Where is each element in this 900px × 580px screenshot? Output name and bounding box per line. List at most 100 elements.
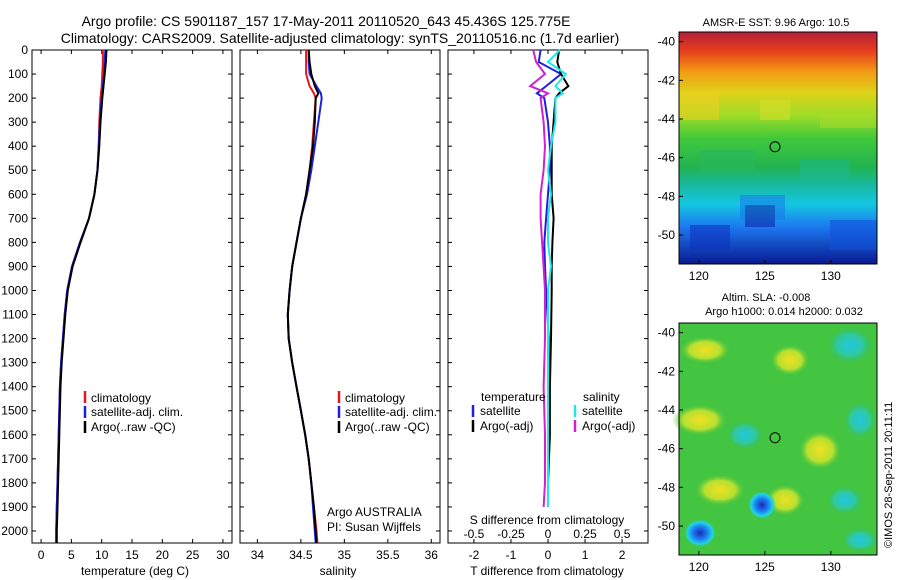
series-line-satellite-adj-clim- [286, 50, 323, 544]
x-tick-label: -2 [469, 548, 480, 562]
x-tick-label: 1 [582, 548, 589, 562]
sst-map-title: AMSR-E SST: 9.96 Argo: 10.5 [703, 17, 850, 29]
depth-tick-label: 1900 [1, 500, 28, 514]
lon-tick-label: 130 [821, 269, 841, 283]
x-tick-label: 36 [425, 548, 439, 562]
lon-tick-label: 125 [755, 269, 775, 283]
x-tick-label: 5 [68, 548, 75, 562]
lat-tick-label: -50 [658, 228, 676, 242]
s-diff-tick-label: 0.5 [614, 527, 631, 541]
sla-map-title-line1: Altim. SLA: -0.008 [722, 292, 811, 304]
lat-tick-label: -40 [658, 35, 676, 49]
series-line-climatology [286, 50, 319, 544]
lat-tick-label: -44 [658, 112, 676, 126]
x-tick-label: 10 [95, 548, 109, 562]
depth-tick-label: 1600 [1, 428, 28, 442]
salinity-xlabel: salinity [320, 564, 357, 578]
lon-tick-label: 125 [755, 560, 775, 574]
x-tick-label: -1 [506, 548, 517, 562]
difference-top-xlabel: S difference from climatology [470, 513, 625, 527]
series-line-salinity-argo-adj- [528, 49, 551, 507]
difference-xlabel: T difference from climatology [470, 564, 624, 578]
legend-label-satellite: satellite-adj. clim. [91, 405, 183, 419]
sst-argo-marker [769, 141, 781, 153]
depth-tick-label: 400 [8, 139, 28, 153]
depth-tick-label: 1200 [1, 332, 28, 346]
lon-tick-label: 120 [689, 269, 709, 283]
lat-tick-label: -48 [658, 189, 676, 203]
figure-title-line2: Climatology: CARS2009. Satellite-adjuste… [61, 30, 619, 46]
depth-tick-label: 300 [8, 115, 28, 129]
depth-tick-label: 1700 [1, 452, 28, 466]
depth-tick-label: 200 [8, 91, 28, 105]
depth-tick-label: 1500 [1, 404, 28, 418]
difference-legend: temperature satellite Argo(-adj) salinit… [471, 390, 635, 433]
legend-label-temp-satellite: satellite [480, 404, 521, 418]
depth-tick-label: 800 [8, 235, 28, 249]
s-diff-tick-label: 0 [545, 527, 552, 541]
depth-tick-label: 700 [8, 211, 28, 225]
lon-tick-label: 120 [689, 560, 709, 574]
lon-tick-label: 130 [821, 560, 841, 574]
x-tick-label: 15 [125, 548, 139, 562]
legend-title-temperature: temperature [481, 390, 546, 404]
sst-map-texture [679, 92, 877, 250]
difference-panel: -2 -1 0 1 2 -0.5 -0.25 0 0.25 0.5 S difference f… [447, 49, 649, 578]
lat-tick-label: -48 [658, 480, 676, 494]
depth-tick-label: 1000 [1, 283, 28, 297]
lat-tick-label: -42 [658, 364, 676, 378]
x-tick-label: 34.5 [289, 548, 313, 562]
depth-tick-label: 900 [8, 259, 28, 273]
legend-title-salinity: salinity [583, 390, 620, 404]
imos-credit: ©IMOS 28-Sep-2011 20:11:11 [883, 402, 895, 548]
salinity-panel: 34 34.5 35 35.5 36 salinity climatology sate… [239, 49, 441, 578]
sst-map-frame [678, 31, 878, 265]
lat-tick-label: -50 [658, 519, 676, 533]
series-line-satellite-adj-clim- [55, 49, 107, 543]
salinity-annotation-pi: PI: Susan Wijffels [327, 520, 421, 534]
depth-tick-label: 1400 [1, 380, 28, 394]
x-tick-label: 35.5 [376, 548, 400, 562]
depth-tick-label: 1100 [2, 308, 28, 322]
temperature-xlabel: temperature (deg C) [81, 564, 189, 578]
depth-tick-label: 600 [8, 187, 28, 201]
sst-map-panel: AMSR-E SST: 9.96 Argo: 10.5 -40 -42 -44 -46… [658, 17, 878, 283]
x-tick-label: 35 [338, 548, 352, 562]
depth-tick-label: 100 [8, 67, 28, 81]
legend-label-climatology: climatology [345, 391, 405, 405]
legend-label-argo: Argo(..raw -QC) [345, 420, 430, 434]
depth-tick-label: 500 [8, 163, 28, 177]
salinity-annotation-program: Argo AUSTRALIA [327, 505, 422, 519]
x-tick-label: 30 [216, 548, 230, 562]
sla-map-title-line2: Argo h1000: 0.014 h2000: 0.032 [705, 306, 863, 318]
legend-label-argo: Argo(..raw -QC) [91, 420, 176, 434]
temperature-axes-frame [31, 49, 233, 544]
legend-label-satellite: satellite-adj. clim. [345, 405, 437, 419]
legend-label-sal-satellite: satellite [582, 404, 623, 418]
series-line-climatology [55, 50, 104, 543]
x-tick-label: 34 [251, 548, 265, 562]
figure-title-line1: Argo profile: CS 5901187_157 17-May-2011… [82, 13, 571, 29]
series-line-argo-raw-qc- [286, 49, 320, 544]
lat-tick-label: -44 [658, 403, 676, 417]
depth-tick-label: 2000 [1, 524, 28, 538]
sla-argo-marker [769, 432, 781, 444]
series-line-temperature-argo-adj- [547, 49, 570, 507]
lat-tick-label: -46 [658, 442, 676, 456]
series-line-salinity-satellite [546, 49, 568, 507]
x-tick-label: 0 [545, 548, 552, 562]
series-line-argo-raw-qc- [55, 49, 108, 543]
s-diff-tick-label: 0.25 [573, 527, 597, 541]
lat-tick-label: -40 [658, 326, 676, 340]
legend-label-climatology: climatology [91, 391, 151, 405]
x-tick-label: 25 [186, 548, 200, 562]
s-diff-tick-label: -0.5 [464, 527, 485, 541]
x-tick-label: 0 [38, 548, 45, 562]
salinity-axes-frame [239, 49, 441, 544]
legend-label-sal-argo: Argo(-adj) [582, 419, 635, 433]
lat-tick-label: -42 [658, 73, 676, 87]
lat-tick-label: -46 [658, 151, 676, 165]
x-tick-label: 2 [619, 548, 626, 562]
sla-map-panel: Altim. SLA: -0.008 Argo h1000: 0.014 h20… [658, 292, 878, 574]
